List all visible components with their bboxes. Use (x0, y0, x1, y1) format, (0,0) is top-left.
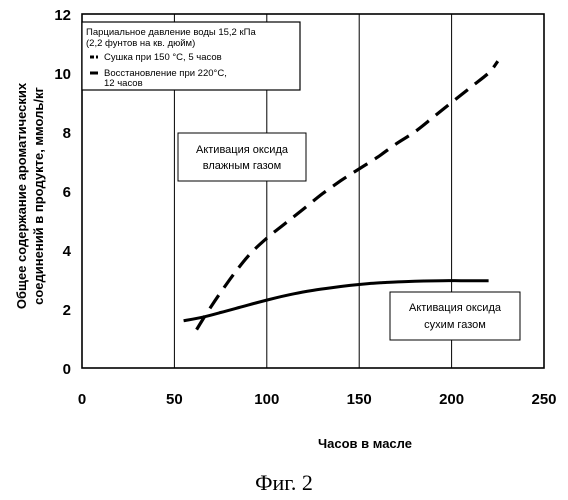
x-axis-label: Часов в масле (318, 436, 412, 451)
annotation-wet-gas: Активация оксида влажным газом (178, 133, 306, 181)
y-tick-label: 10 (54, 66, 71, 83)
annotation-wet-gas-frame (178, 133, 306, 181)
annotation-dry-gas: Активация оксида сухим газом (390, 292, 520, 340)
x-tick-label: 100 (254, 391, 279, 408)
x-tick-label: 200 (439, 391, 464, 408)
y-tick-label: 0 (63, 361, 71, 378)
x-tick-labels: 0 50 100 150 200 250 (78, 391, 557, 408)
x-tick-label: 0 (78, 391, 86, 408)
x-tick-label: 250 (531, 391, 556, 408)
y-tick-label: 8 (63, 125, 71, 142)
annotation-dry-gas-line-1: Активация оксида (409, 302, 502, 314)
figure-caption: Фиг. 2 (255, 470, 313, 495)
y-tick-labels: 0 2 4 6 8 10 12 (54, 7, 71, 378)
y-tick-label: 4 (63, 243, 72, 260)
y-tick-label: 6 (63, 184, 71, 201)
y-axis-label-line-1: Общее содержание ароматических (14, 82, 29, 309)
legend-header-line-2: (2,2 фунтов на кв. дюйм) (86, 38, 195, 49)
x-tick-label: 150 (347, 391, 372, 408)
annotation-dry-gas-line-2: сухим газом (424, 319, 486, 331)
x-tick-label: 50 (166, 391, 183, 408)
y-axis-label: Общее содержание ароматических соединени… (14, 82, 46, 309)
y-tick-label: 2 (63, 302, 71, 319)
legend-header-line-1: Парциальное давление воды 15,2 кПа (86, 27, 256, 38)
annotation-dry-gas-frame (390, 292, 520, 340)
annotation-wet-gas-line-1: Активация оксида (196, 144, 289, 156)
y-axis-label-line-2: соединений в продукте, ммоль/кг (31, 87, 46, 305)
y-tick-label: 12 (54, 7, 71, 24)
legend: Парциальное давление воды 15,2 кПа (2,2 … (82, 22, 300, 90)
legend-entry-1: Сушка при 150 °C, 5 часов (104, 52, 222, 63)
series-layer (184, 61, 498, 329)
legend-entry-2-line-2: 12 часов (104, 78, 143, 89)
annotation-wet-gas-line-2: влажным газом (203, 160, 281, 172)
series-line-dashed (197, 61, 498, 329)
